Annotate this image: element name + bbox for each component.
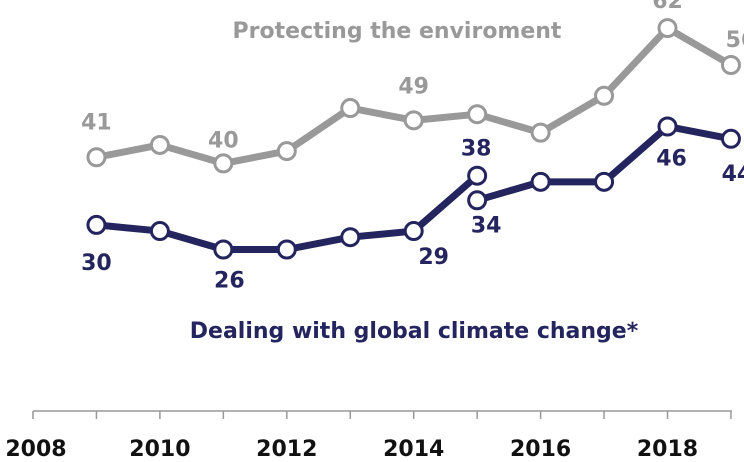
x-tick-label: 2018: [637, 437, 698, 462]
data-label: 56: [726, 28, 744, 53]
data-label: 41: [81, 110, 112, 135]
data-point: [594, 85, 615, 106]
data-label: 29: [418, 245, 449, 270]
data-point: [657, 116, 678, 137]
data-point: [86, 214, 107, 235]
data-point: [403, 221, 424, 242]
x-tick-label: 2014: [383, 437, 444, 462]
series-label-protecting-environment: Protecting the enviroment: [233, 19, 562, 44]
data-point: [467, 104, 488, 125]
series-label-climate-change: Dealing with global climate change*: [190, 319, 639, 344]
data-point: [276, 239, 297, 260]
series-points: [86, 18, 741, 260]
data-point: [720, 128, 741, 149]
data-point: [530, 171, 551, 192]
x-tick-label: 2010: [129, 437, 190, 462]
data-label: 44: [722, 162, 744, 187]
data-point: [467, 165, 488, 186]
data-label: 38: [461, 137, 492, 162]
series-lines: [92, 24, 735, 253]
data-point: [720, 55, 741, 75]
data-point: [149, 221, 170, 242]
data-label: 62: [652, 0, 683, 14]
data-label: 40: [208, 128, 239, 153]
x-tick-label: 2012: [256, 437, 317, 462]
x-tick-label: 2008: [5, 437, 66, 462]
data-labels: 41 40 49 62 56 30 26 29 38 34 46 44: [81, 0, 744, 294]
data-label: 49: [398, 74, 429, 99]
data-point: [594, 171, 615, 192]
data-point: [530, 122, 551, 143]
x-tick-label: 2016: [510, 437, 571, 462]
data-label: 26: [214, 269, 245, 294]
data-label: 46: [656, 147, 687, 172]
data-point: [657, 18, 678, 39]
data-label: 34: [471, 213, 502, 238]
data-point: [467, 190, 488, 211]
x-axis: 2008 2010 2012 2014 2016 2018: [5, 410, 732, 462]
data-point: [213, 239, 234, 260]
data-point: [86, 147, 107, 168]
data-point: [403, 110, 424, 131]
data-label: 30: [81, 251, 112, 276]
data-point: [340, 227, 361, 248]
data-point: [276, 141, 297, 162]
data-point: [340, 98, 361, 119]
data-point: [213, 153, 234, 174]
data-point: [149, 134, 170, 155]
